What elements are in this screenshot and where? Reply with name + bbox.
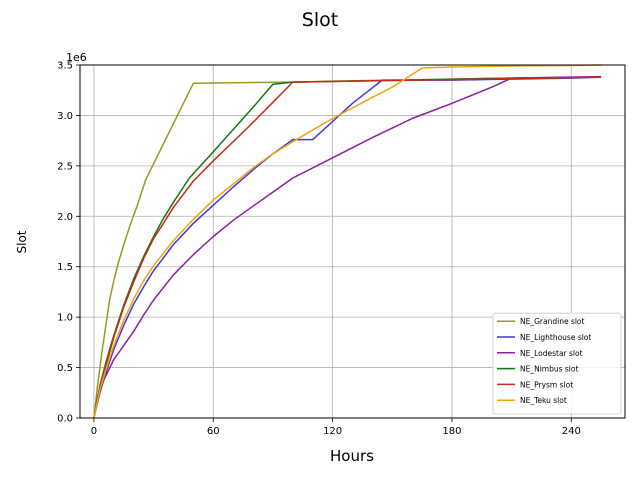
y-tick-label: 3.0 [57,111,73,122]
x-axis-label: Hours [330,447,374,465]
axis-ticks: 0 60 120 180 240 0.0 0.5 1.0 1.5 2.0 2.5 3.0 3.5 [57,61,581,438]
y-tick-label: 2.0 [57,212,73,223]
series-lines [93,64,602,419]
legend-box [492,312,622,415]
y-axis-label: Slot [15,230,29,253]
y-tick-label: 1.0 [57,313,73,324]
y-tick-label: 0.5 [57,363,73,374]
x-tick-label: 60 [207,426,220,437]
series-line-4 [93,76,602,419]
x-tick-label: 120 [323,426,342,437]
x-tick-label: 240 [562,426,581,437]
legend-label: NE_Nimbus slot [520,365,578,374]
legend: NE_Grandine slot NE_Lighthouse slot NE_Lod… [492,312,622,415]
y-tick-label: 0.0 [57,414,73,425]
legend-label: NE_Teku slot [520,396,567,405]
x-tick-label: 0 [91,426,97,437]
legend-label: NE_Prysm slot [520,380,573,389]
y-tick-label: 3.5 [57,61,73,72]
y-offset-label: 1e6 [66,51,87,64]
chart-title: Slot [302,9,338,31]
plot-frame [79,64,626,419]
legend-label: NE_Grandine slot [520,317,585,326]
x-tick-label: 180 [442,426,461,437]
series-line-2 [93,75,602,419]
legend-label: NE_Lodestar slot [520,349,583,358]
legend-label: NE_Lighthouse slot [520,333,591,342]
y-tick-label: 1.5 [57,262,73,273]
y-tick-label: 2.5 [57,161,73,172]
series-line-5 [93,64,602,419]
